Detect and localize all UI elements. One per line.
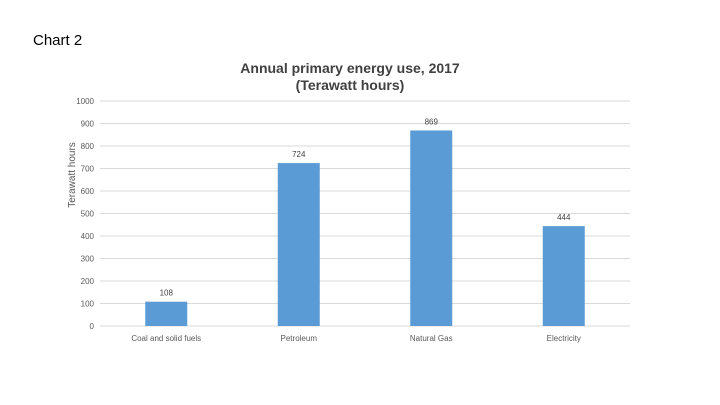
x-category-label: Electricity (547, 334, 581, 343)
y-tick-label: 500 (81, 210, 95, 219)
y-tick-label: 700 (81, 165, 95, 174)
y-tick-label: 600 (81, 187, 95, 196)
bar-petroleum (277, 163, 320, 326)
data-labels: 108 724 869 444 (160, 117, 571, 297)
bars (145, 130, 585, 326)
data-label: 108 (160, 289, 174, 298)
chart-title-line-1: Annual primary energy use, 2017 (240, 60, 460, 76)
x-category-label: Coal and solid fuels (131, 334, 201, 343)
bar-coal-and-solid-fuels (145, 301, 188, 326)
y-axis-ticks: 0 100 200 300 400 500 600 700 800 900 1000 (76, 97, 94, 331)
x-category-label: Petroleum (281, 334, 318, 343)
bar-electricity (542, 226, 585, 326)
y-tick-label: 300 (81, 255, 95, 264)
data-label: 724 (292, 150, 306, 159)
data-label: 444 (557, 213, 571, 222)
x-axis-categories: Coal and solid fuels Petroleum Natural Gas… (131, 334, 581, 343)
slide-label: Chart 2 (33, 32, 83, 49)
data-label: 869 (425, 117, 439, 126)
x-category-label: Natural Gas (410, 334, 453, 343)
chart-title-line-2: (Terawatt hours) (296, 77, 405, 93)
y-tick-label: 1000 (76, 97, 94, 106)
y-tick-label: 0 (90, 322, 95, 331)
y-tick-label: 900 (81, 120, 95, 129)
y-tick-label: 400 (81, 232, 95, 241)
y-tick-label: 800 (81, 142, 95, 151)
y-axis-label: Terawatt hours (67, 142, 78, 208)
bar-natural-gas (410, 130, 453, 326)
y-tick-label: 100 (81, 300, 95, 309)
y-tick-label: 200 (81, 277, 95, 286)
gridlines (100, 100, 630, 327)
